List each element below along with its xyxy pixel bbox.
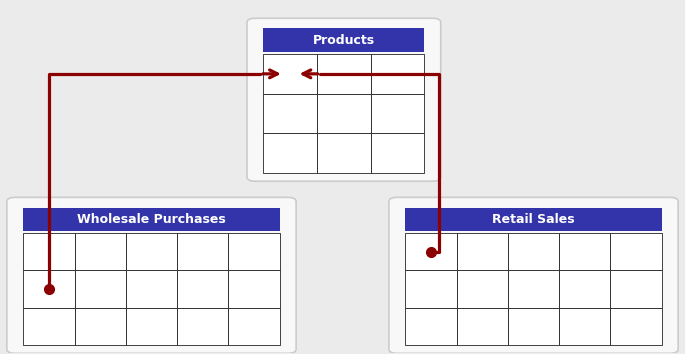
Bar bbox=[75, 308, 126, 345]
Bar bbox=[263, 133, 317, 173]
Bar bbox=[228, 270, 279, 308]
Bar bbox=[559, 270, 610, 308]
Bar bbox=[263, 28, 425, 52]
Bar bbox=[559, 233, 610, 270]
Bar bbox=[75, 270, 126, 308]
Bar bbox=[508, 270, 559, 308]
Bar bbox=[508, 308, 559, 345]
FancyBboxPatch shape bbox=[389, 198, 678, 353]
Bar bbox=[317, 54, 371, 94]
Text: DIMENSION TABLE: DIMENSION TABLE bbox=[297, 31, 391, 41]
Text: Wholesale Purchases: Wholesale Purchases bbox=[77, 213, 226, 226]
Text: Retail Sales: Retail Sales bbox=[493, 213, 575, 226]
Bar bbox=[406, 270, 457, 308]
Bar bbox=[23, 308, 75, 345]
Bar bbox=[371, 133, 425, 173]
Bar bbox=[177, 308, 228, 345]
Bar bbox=[126, 308, 177, 345]
Bar bbox=[23, 207, 279, 232]
Bar bbox=[317, 133, 371, 173]
Bar bbox=[126, 233, 177, 270]
Text: FACT TABLE: FACT TABLE bbox=[121, 210, 182, 221]
FancyBboxPatch shape bbox=[7, 198, 296, 353]
FancyBboxPatch shape bbox=[247, 18, 440, 181]
Bar bbox=[23, 270, 75, 308]
Bar bbox=[610, 270, 662, 308]
Bar bbox=[457, 270, 508, 308]
Text: Products: Products bbox=[313, 34, 375, 47]
Bar bbox=[228, 233, 279, 270]
Text: FACT TABLE: FACT TABLE bbox=[503, 210, 564, 221]
Bar bbox=[263, 94, 317, 133]
Bar bbox=[371, 54, 425, 94]
Bar bbox=[126, 270, 177, 308]
Bar bbox=[177, 233, 228, 270]
Bar bbox=[23, 233, 75, 270]
Bar bbox=[610, 308, 662, 345]
Bar bbox=[263, 54, 317, 94]
Bar bbox=[371, 94, 425, 133]
Bar bbox=[559, 308, 610, 345]
Bar bbox=[406, 233, 457, 270]
Bar bbox=[457, 233, 508, 270]
Bar bbox=[317, 94, 371, 133]
Bar bbox=[406, 207, 662, 232]
Bar bbox=[610, 233, 662, 270]
Bar bbox=[406, 308, 457, 345]
Bar bbox=[75, 233, 126, 270]
Bar bbox=[457, 308, 508, 345]
Bar bbox=[228, 308, 279, 345]
Bar bbox=[508, 233, 559, 270]
Bar bbox=[177, 270, 228, 308]
